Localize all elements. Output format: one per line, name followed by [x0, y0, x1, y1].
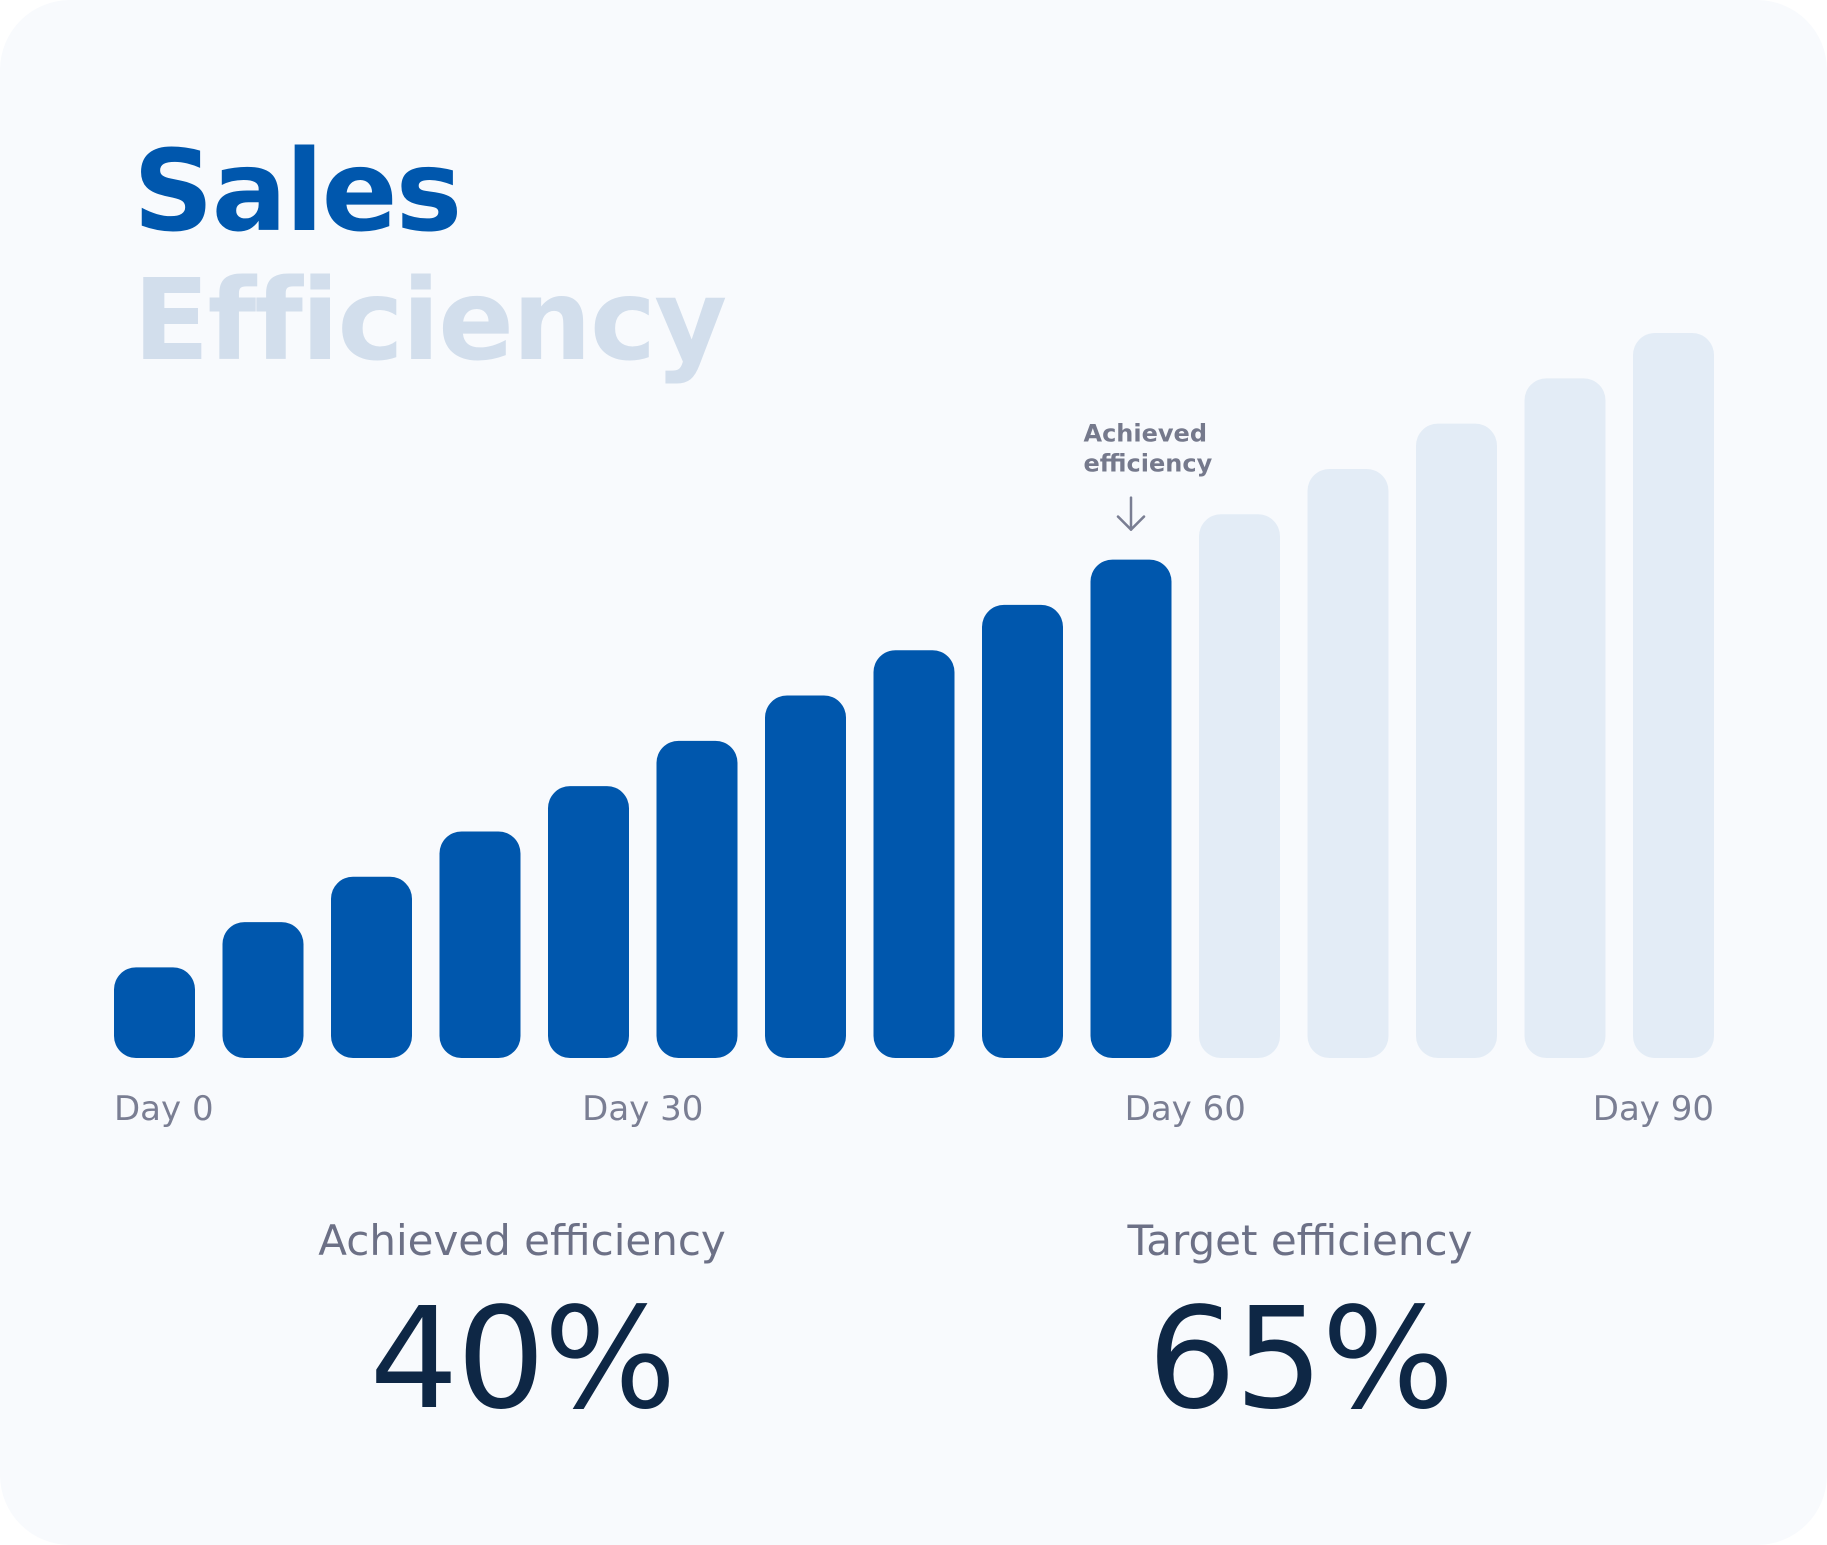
title-sales: Sales	[133, 127, 462, 257]
bars-group	[114, 333, 1714, 1058]
target-bar-3	[1416, 423, 1497, 1058]
x-tick-label-2: Day 30	[582, 1089, 703, 1129]
target-efficiency-label: Target efficiency	[1127, 1216, 1473, 1265]
x-tick-label-1: Day 0	[114, 1089, 214, 1129]
achieved-bar-5	[548, 786, 629, 1058]
achieved-bar-8	[873, 650, 955, 1058]
achieved-efficiency-stat: Achieved efficiency 40%	[222, 1220, 822, 1430]
achieved-bar-10	[1090, 559, 1172, 1058]
tick-labels-group: Day 0 Day 30 Day 60 Day 90	[114, 1089, 1714, 1129]
target-bar-4	[1524, 378, 1606, 1058]
arrow-head	[1116, 515, 1146, 531]
x-tick-label-4: Day 90	[1593, 1089, 1714, 1129]
achieved-bar-3	[331, 876, 412, 1058]
achieved-bar-9	[982, 604, 1063, 1058]
achieved-efficiency-value: 40%	[369, 1278, 676, 1441]
target-bar-2	[1307, 468, 1389, 1058]
title-efficiency: Efficiency	[133, 256, 727, 386]
annotation-text-line2: efficiency	[1084, 450, 1213, 478]
achieved-bar-2	[222, 922, 304, 1058]
annotation-group: Achieved efficiency	[1084, 420, 1213, 531]
target-efficiency-stat: Target efficiency 65%	[1000, 1220, 1600, 1430]
target-efficiency-value: 65%	[1147, 1278, 1454, 1441]
achieved-bar-6	[656, 740, 738, 1058]
achieved-bar-1	[114, 967, 195, 1058]
achieved-bar-4	[439, 831, 521, 1058]
x-tick-label-3: Day 60	[1125, 1089, 1246, 1129]
achieved-efficiency-label: Achieved efficiency	[318, 1216, 726, 1265]
target-bar-1	[1199, 514, 1280, 1058]
arrow-down-icon	[1116, 496, 1146, 531]
target-bar-5	[1633, 333, 1714, 1058]
achieved-bar-7	[765, 695, 846, 1058]
annotation-text-line1: Achieved	[1084, 420, 1208, 448]
